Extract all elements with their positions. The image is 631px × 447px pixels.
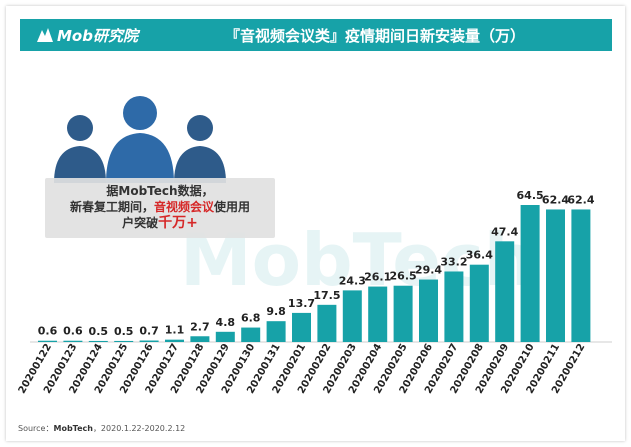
users-icon: [54, 96, 226, 183]
source-range: ，2020.1.22-2020.2.12: [92, 424, 186, 433]
bar-20200126: [139, 340, 159, 342]
bar-20200210: [520, 205, 540, 342]
value-label: 0.6: [63, 325, 83, 338]
callout-box: 据MobTech数据， 新春复工期间，音视频会议使用用 户突破千万+: [45, 178, 275, 238]
value-label: 0.7: [139, 325, 159, 338]
callout-line-1: 据MobTech数据，: [106, 184, 214, 198]
value-label: 62.4: [567, 193, 594, 206]
bar-20200209: [495, 241, 515, 342]
value-label: 2.7: [190, 320, 210, 333]
callout-line-2-pre: 新春复工期间，: [69, 200, 154, 214]
chart-title: 『音视频会议类』疫情期间日新安装量（万）: [225, 27, 526, 45]
value-label: 26.5: [390, 270, 417, 283]
bar-20200202: [317, 304, 337, 342]
callout-line-2: 新春复工期间，音视频会议使用用: [45, 199, 275, 215]
bar-20200211: [546, 209, 565, 342]
value-label: 13.7: [288, 297, 315, 310]
value-label: 36.4: [466, 249, 493, 262]
callout-line-3: 户突破千万+: [45, 215, 275, 231]
bar-20200130: [241, 327, 261, 342]
value-label: 33.2: [440, 255, 467, 268]
bar-20200123: [63, 340, 83, 342]
value-label: 9.8: [266, 305, 286, 318]
bar-20200206: [419, 279, 438, 342]
value-label: 0.6: [38, 325, 58, 338]
value-label: 24.3: [339, 274, 366, 287]
people-illustration: [40, 93, 240, 187]
bar-20200212: [571, 209, 591, 342]
value-label: 17.5: [313, 289, 340, 302]
bar-20200203: [342, 290, 362, 342]
value-label: 6.8: [241, 312, 261, 325]
logo: Mob研究院: [36, 25, 138, 45]
bar-20200122: [38, 340, 57, 342]
value-label: 26.1: [364, 271, 391, 284]
callout-line-3-pre: 户突破: [122, 216, 159, 230]
callout-line-2-post: 使用用: [214, 200, 251, 214]
source-note: Source：MobTech，2020.1.22-2020.2.12: [18, 423, 185, 434]
value-label: 1.1: [165, 324, 185, 337]
value-label: 0.5: [114, 325, 134, 338]
logo-text: Mob研究院: [57, 26, 138, 45]
bar-20200125: [114, 340, 134, 342]
value-label: 4.8: [216, 316, 236, 329]
value-label: 29.4: [415, 264, 442, 277]
source-label: Source：: [18, 424, 54, 433]
bar-20200201: [292, 312, 311, 342]
bar-20200129: [215, 331, 235, 342]
value-label: 62.4: [542, 193, 569, 206]
callout-highlight: 音视频会议: [153, 200, 214, 214]
bar-20200205: [393, 285, 413, 342]
bar-20200208: [469, 264, 489, 342]
bar-20200131: [266, 321, 286, 342]
header-bar: Mob研究院 『音视频会议类』疫情期间日新安装量（万）: [20, 19, 612, 51]
bar-20200124: [88, 340, 108, 342]
source-org: MobTech: [53, 424, 93, 433]
logo-icon: [37, 28, 53, 42]
value-label: 47.4: [491, 225, 518, 238]
bar-20200204: [368, 286, 388, 342]
callout-text: 据MobTech数据， 新春复工期间，音视频会议使用用 户突破千万+: [45, 183, 275, 231]
value-label: 0.5: [89, 325, 109, 338]
callout-big-number: 千万+: [158, 215, 198, 231]
bar-20200127: [165, 339, 184, 342]
bar-20200207: [444, 271, 464, 342]
value-label: 64.5: [517, 189, 544, 202]
bar-20200128: [190, 336, 210, 342]
